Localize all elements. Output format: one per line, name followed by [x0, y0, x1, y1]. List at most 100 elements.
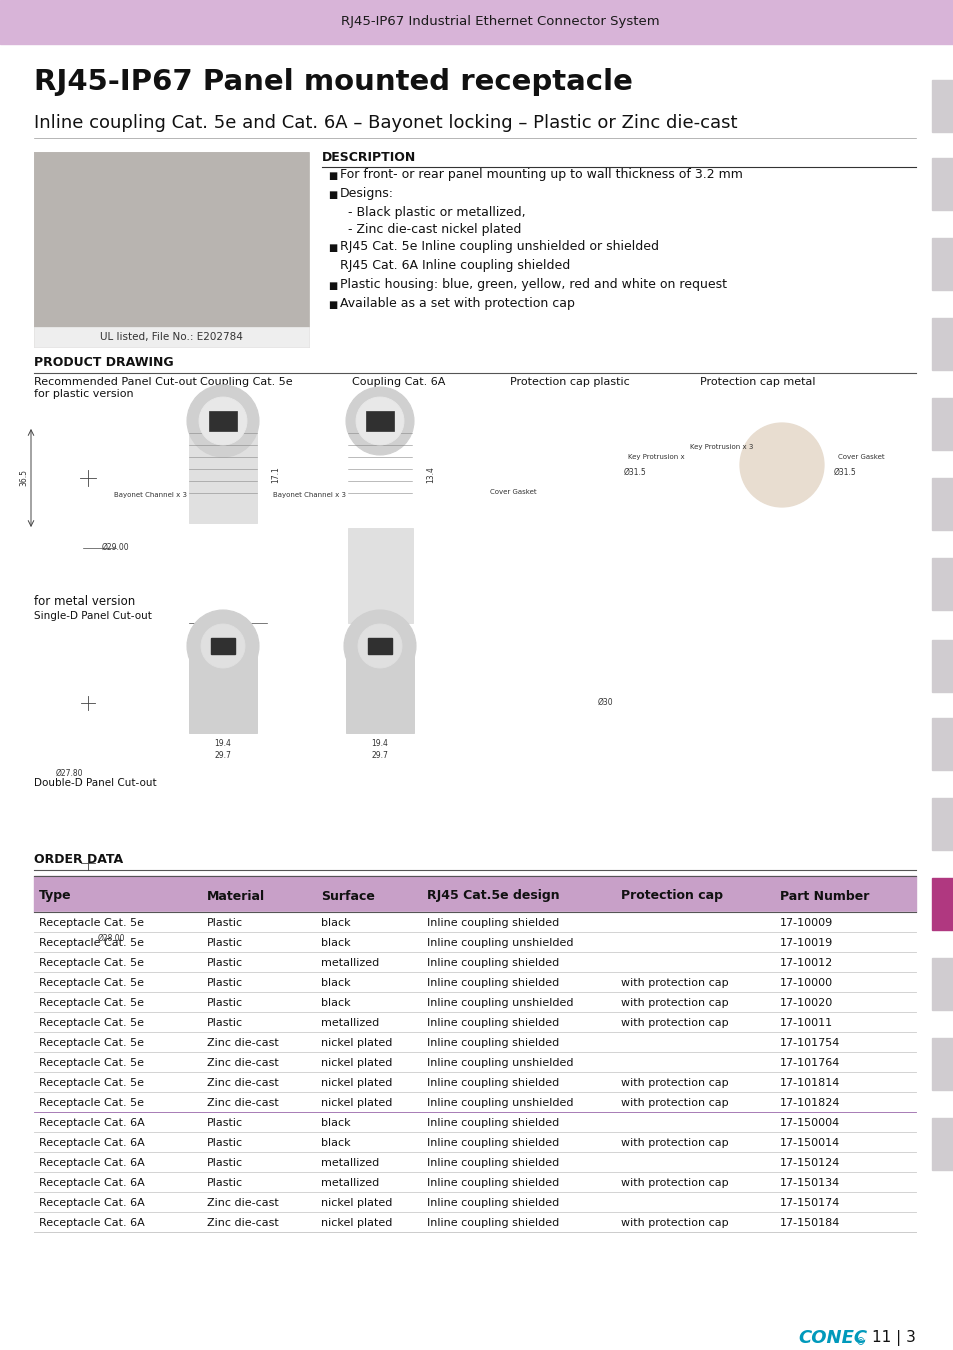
- Text: Ø34: Ø34: [215, 617, 231, 626]
- Text: 17-10019: 17-10019: [779, 938, 832, 948]
- Text: Receptacle Cat. 6A: Receptacle Cat. 6A: [39, 1218, 145, 1228]
- Text: Inline coupling shielded: Inline coupling shielded: [427, 1079, 558, 1088]
- Text: ■: ■: [328, 300, 337, 310]
- Bar: [34, 1172, 915, 1192]
- Bar: [34, 992, 915, 1012]
- Text: Inline coupling Cat. 5e and Cat. 6A – Bayonet locking – Plastic or Zinc die-cast: Inline coupling Cat. 5e and Cat. 6A – Ba…: [34, 113, 737, 132]
- Text: Ø31.5: Ø31.5: [623, 468, 646, 477]
- Text: - Black plastic or metallized,: - Black plastic or metallized,: [348, 207, 525, 219]
- Text: Plastic: Plastic: [207, 918, 242, 927]
- Text: Cover Gasket: Cover Gasket: [837, 454, 883, 460]
- Text: Receptacle Cat. 5e: Receptacle Cat. 5e: [39, 938, 144, 948]
- Text: black: black: [321, 938, 351, 948]
- Text: black: black: [321, 918, 351, 927]
- Text: nickel plated: nickel plated: [321, 1038, 393, 1048]
- Bar: [931, 1118, 953, 1170]
- Text: Inline coupling shielded: Inline coupling shielded: [427, 1118, 558, 1129]
- Text: Plastic: Plastic: [207, 1018, 242, 1027]
- Bar: [931, 398, 953, 450]
- Text: 11 | 3: 11 | 3: [871, 1330, 915, 1346]
- Bar: [189, 653, 256, 733]
- Bar: [34, 327, 309, 347]
- Text: Receptacle Cat. 5e: Receptacle Cat. 5e: [39, 1079, 144, 1088]
- Text: Receptacle Cat. 6A: Receptacle Cat. 6A: [39, 1158, 145, 1168]
- Text: 29.7: 29.7: [214, 751, 232, 760]
- Text: 17-10011: 17-10011: [779, 1018, 832, 1027]
- Bar: [34, 1072, 915, 1092]
- Text: RJ45 Cat. 6A Inline coupling shielded: RJ45 Cat. 6A Inline coupling shielded: [339, 259, 570, 271]
- Text: 17-101824: 17-101824: [779, 1098, 840, 1108]
- Text: nickel plated: nickel plated: [321, 1218, 393, 1228]
- Text: 17-10012: 17-10012: [779, 958, 832, 968]
- Text: Ø28.00: Ø28.00: [98, 934, 126, 944]
- Text: Material: Material: [207, 890, 264, 903]
- Text: nickel plated: nickel plated: [321, 1197, 393, 1208]
- Bar: [34, 1012, 915, 1031]
- Bar: [34, 913, 915, 931]
- Text: Surface: Surface: [321, 890, 375, 903]
- Text: PRODUCT DRAWING: PRODUCT DRAWING: [34, 356, 173, 369]
- Text: metallized: metallized: [321, 958, 379, 968]
- Bar: [368, 639, 392, 653]
- Text: Key Protrusion x 3: Key Protrusion x 3: [689, 444, 753, 450]
- Bar: [34, 1052, 915, 1072]
- Text: 17-150134: 17-150134: [779, 1179, 840, 1188]
- Text: 34.5: 34.5: [214, 626, 232, 636]
- Text: Inline coupling shielded: Inline coupling shielded: [427, 1018, 558, 1027]
- Bar: [34, 1112, 915, 1133]
- Text: - Zinc die-cast nickel plated: - Zinc die-cast nickel plated: [348, 223, 521, 236]
- Text: black: black: [321, 1138, 351, 1148]
- Text: metallized: metallized: [321, 1018, 379, 1027]
- Text: Receptacle Cat. 6A: Receptacle Cat. 6A: [39, 1197, 145, 1208]
- Text: ■: ■: [328, 243, 337, 252]
- Bar: [34, 1092, 915, 1112]
- Text: 19.4: 19.4: [371, 738, 388, 748]
- Bar: [931, 798, 953, 850]
- Text: Protection cap plastic: Protection cap plastic: [510, 377, 629, 387]
- Text: Zinc die-cast: Zinc die-cast: [207, 1197, 278, 1208]
- Text: Receptacle Cat. 6A: Receptacle Cat. 6A: [39, 1138, 145, 1148]
- Text: Coupling Cat. 6A: Coupling Cat. 6A: [352, 377, 445, 387]
- Text: DESCRIPTION: DESCRIPTION: [322, 151, 416, 163]
- Text: with protection cap: with protection cap: [620, 1179, 728, 1188]
- Bar: [34, 153, 309, 347]
- Text: Zinc die-cast: Zinc die-cast: [207, 1098, 278, 1108]
- Text: nickel plated: nickel plated: [321, 1079, 393, 1088]
- Text: 19.4: 19.4: [214, 738, 232, 748]
- Text: Zinc die-cast: Zinc die-cast: [207, 1038, 278, 1048]
- Text: with protection cap: with protection cap: [620, 1079, 728, 1088]
- Text: 29.7: 29.7: [371, 751, 388, 760]
- Text: Inline coupling shielded: Inline coupling shielded: [427, 977, 558, 988]
- Circle shape: [740, 423, 823, 508]
- Text: metallized: metallized: [321, 1158, 379, 1168]
- Bar: [34, 931, 915, 952]
- Circle shape: [346, 387, 414, 455]
- Bar: [348, 528, 413, 622]
- Text: 17-150124: 17-150124: [779, 1158, 840, 1168]
- Bar: [0, 0, 953, 45]
- Circle shape: [344, 610, 416, 682]
- Text: Inline coupling shielded: Inline coupling shielded: [427, 918, 558, 927]
- Bar: [34, 1133, 915, 1152]
- Bar: [931, 718, 953, 770]
- Text: 17-150014: 17-150014: [779, 1138, 840, 1148]
- Bar: [931, 238, 953, 290]
- Text: Inline coupling shielded: Inline coupling shielded: [427, 1179, 558, 1188]
- Text: Bayonet Channel x 3: Bayonet Channel x 3: [273, 491, 346, 498]
- Text: Key Protrusion x: Key Protrusion x: [627, 454, 684, 460]
- Circle shape: [357, 624, 401, 668]
- Text: Inline coupling shielded: Inline coupling shielded: [427, 958, 558, 968]
- Text: Plastic: Plastic: [207, 1138, 242, 1148]
- Text: ■: ■: [328, 171, 337, 181]
- Bar: [931, 80, 953, 132]
- Text: Available as a set with protection cap: Available as a set with protection cap: [339, 297, 575, 310]
- Text: 17.1: 17.1: [271, 467, 280, 483]
- Bar: [366, 410, 394, 431]
- Text: Plastic: Plastic: [207, 1158, 242, 1168]
- Bar: [211, 639, 234, 653]
- Bar: [931, 319, 953, 370]
- Text: with protection cap: with protection cap: [620, 1098, 728, 1108]
- Text: Inline coupling shielded: Inline coupling shielded: [427, 1038, 558, 1048]
- Text: Inline coupling shielded: Inline coupling shielded: [427, 1138, 558, 1148]
- Text: 17-101764: 17-101764: [779, 1058, 840, 1068]
